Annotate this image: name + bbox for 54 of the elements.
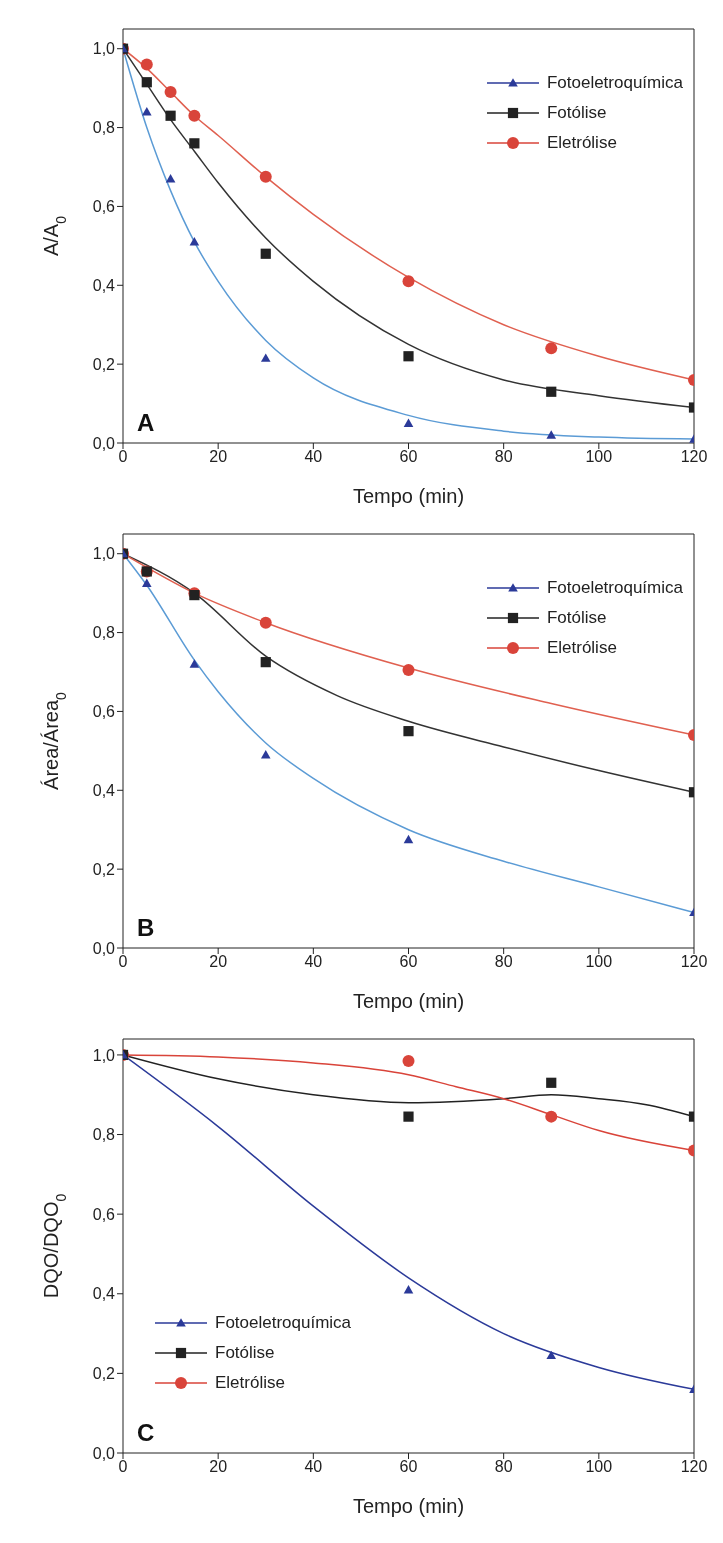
annotation: B (137, 914, 155, 942)
x-tick-label: 120 (680, 953, 708, 971)
x-axis-title: Tempo (min) (352, 485, 465, 507)
x-tick-label: 20 (209, 448, 228, 466)
annotation: A (137, 409, 155, 437)
x-axis-title: Tempo (min) (352, 1495, 465, 1517)
y-tick-label: 0,0 (92, 434, 116, 452)
x-tick-label: 80 (494, 1458, 513, 1476)
x-tick-label: 20 (209, 1458, 228, 1476)
y-tick-label: 0,2 (92, 355, 116, 373)
x-tick-label: 40 (304, 953, 323, 971)
legend-label: Fotólise (546, 608, 607, 628)
x-tick-label: 60 (399, 1458, 418, 1476)
y-tick-label: 0,6 (92, 198, 116, 216)
y-tick-label: 0,4 (92, 276, 116, 294)
y-tick-label: 1,0 (92, 1046, 116, 1064)
x-tick-label: 80 (494, 953, 513, 971)
x-tick-label: 100 (585, 448, 613, 466)
legend-label: Fotólise (546, 103, 607, 123)
annotation: C (137, 1419, 155, 1447)
legend-label: Eletrólise (546, 133, 617, 153)
x-tick-label: 80 (494, 448, 513, 466)
y-tick-label: 0,2 (92, 860, 116, 878)
y-tick-label: 0,4 (92, 1285, 116, 1303)
legend-label: Fotoeletroquímica (215, 1313, 352, 1333)
legend-label: Fotoeletroquímica (546, 73, 683, 93)
y-tick-label: 0,0 (92, 1444, 116, 1462)
y-tick-label: 0,8 (92, 624, 116, 642)
y-tick-label: 1,0 (92, 545, 116, 563)
x-tick-label: 120 (680, 448, 708, 466)
x-tick-label: 20 (209, 953, 228, 971)
y-tick-label: 0,8 (92, 119, 116, 137)
y-tick-label: 0,4 (92, 781, 116, 799)
y-tick-label: 0,8 (92, 1126, 116, 1144)
legend-label: Fotoeletroquímica (546, 578, 683, 598)
legend-label: Fotólise (215, 1343, 275, 1363)
legend-label: Eletrólise (215, 1373, 285, 1393)
x-tick-label: 60 (399, 448, 418, 466)
x-tick-label: 100 (585, 953, 613, 971)
x-tick-label: 120 (680, 1458, 708, 1476)
x-tick-label: 40 (304, 448, 323, 466)
y-tick-label: 0,6 (92, 1205, 116, 1223)
y-tick-label: 0,2 (92, 1365, 116, 1383)
x-tick-label: 0 (118, 448, 128, 466)
legend-label: Eletrólise (546, 638, 617, 658)
y-tick-label: 1,0 (92, 40, 116, 58)
y-tick-label: 0,6 (92, 703, 116, 721)
x-tick-label: 100 (585, 1458, 613, 1476)
x-tick-label: 60 (399, 953, 418, 971)
x-axis-title: Tempo (min) (352, 990, 465, 1012)
y-tick-label: 0,0 (92, 939, 116, 957)
x-tick-label: 0 (118, 953, 128, 971)
x-tick-label: 0 (118, 1458, 128, 1476)
x-tick-label: 40 (304, 1458, 323, 1476)
